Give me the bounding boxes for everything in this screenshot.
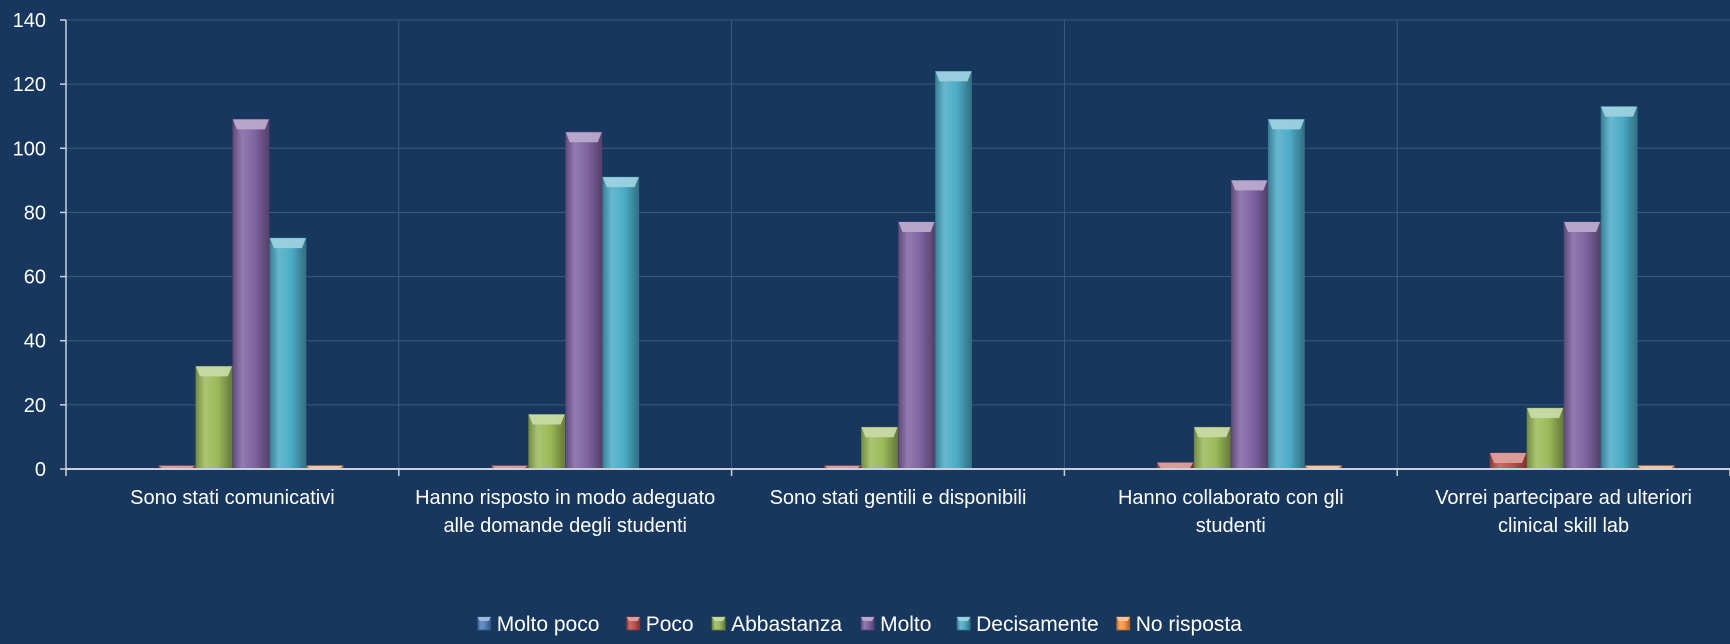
bar-decisamente-4 <box>1267 119 1305 470</box>
bar-molto-3 <box>898 221 935 470</box>
legend-label: Molto <box>880 613 931 636</box>
bar-molto-4 <box>1230 179 1268 470</box>
bar-abbastanza-2 <box>528 414 566 470</box>
legend: Molto poco Poco Abbastanza Molto Decisamente… <box>477 613 1243 636</box>
bar-abbastanza-3 <box>861 426 898 470</box>
legend-item-no-risposta: No risposta <box>1116 613 1243 636</box>
legend-label: Molto poco <box>497 613 600 636</box>
legend-item-abbastanza: Abbastanza <box>711 613 842 636</box>
y-tick-label: 120 <box>13 74 46 96</box>
y-tick-label: 20 <box>24 395 46 417</box>
legend-label: Poco <box>646 613 694 636</box>
bar-molto-2 <box>565 131 603 470</box>
legend-item-molto-poco: Molto poco <box>477 613 600 636</box>
axis-labels: 0 20 40 60 80 100 120 140 Sono stati comunicativ… <box>13 10 1692 537</box>
bar-abbastanza-1 <box>195 365 233 470</box>
legend-item-molto: Molto <box>860 613 931 636</box>
bar-decisamente-2 <box>602 176 640 470</box>
gridlines <box>66 19 1730 469</box>
y-tick-label: 140 <box>13 10 46 32</box>
y-tick-label: 40 <box>24 331 46 353</box>
y-tick-label: 0 <box>35 459 46 481</box>
x-category-label: Vorrei partecipare ad ulteriori clinical … <box>1435 487 1692 537</box>
x-category-label: Hanno collaborato con gli studenti <box>1118 487 1344 537</box>
y-tick-label: 80 <box>24 202 46 224</box>
bar-decisamente-3 <box>935 70 972 470</box>
bar-abbastanza-4 <box>1193 426 1231 470</box>
axes <box>60 19 1730 476</box>
legend-label: Abbastanza <box>731 613 842 636</box>
x-category-label: Hanno risposto in modo adeguato alle doma… <box>415 487 715 537</box>
y-tick-label: 60 <box>24 267 46 289</box>
legend-label: Decisamente <box>976 613 1099 636</box>
legend-label: No risposta <box>1136 613 1243 636</box>
bar-poco-5 <box>1489 452 1527 470</box>
bar-decisamente-5 <box>1600 106 1638 470</box>
legend-item-poco: Poco <box>626 613 694 636</box>
bar-abbastanza-5 <box>1526 407 1564 470</box>
x-category-label: Sono stati gentili e disponibili <box>770 487 1027 509</box>
bar-molto-1 <box>232 119 270 470</box>
bar-decisamente-1 <box>269 237 307 470</box>
bar-molto-5 <box>1563 221 1601 470</box>
legend-item-decisamente: Decisamente <box>956 613 1099 636</box>
x-category-label: Sono stati comunicativi <box>130 487 335 509</box>
bars <box>158 70 1675 470</box>
y-tick-label: 100 <box>13 138 46 160</box>
